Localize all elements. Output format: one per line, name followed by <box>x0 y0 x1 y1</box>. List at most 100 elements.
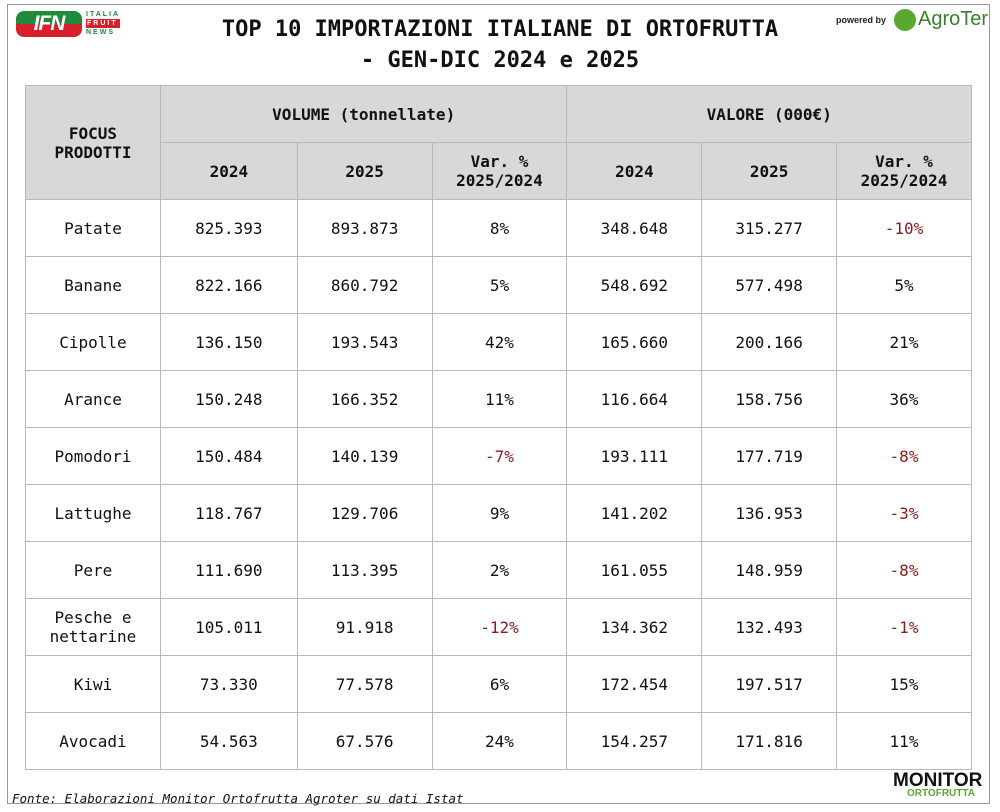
table-row: Avocadi 54.563 67.576 24% 154.257 171.816 11% <box>25 712 972 770</box>
cell-v24: 111.690 <box>159 541 298 599</box>
title-line: - GEN-DIC 2024 e 2025 <box>360 48 640 73</box>
cell-v25: 77.578 <box>296 655 433 713</box>
col-header: Var. % 2025/2024 <box>836 142 972 200</box>
table-row: Banane 822.166 860.792 5% 548.692 577.498 5% <box>25 256 972 314</box>
cell-ev: 15% <box>836 655 972 713</box>
cell-e24: 161.055 <box>566 541 703 599</box>
cell-p: Arance <box>25 370 161 428</box>
powered-by: powered by <box>836 15 887 25</box>
group-value: VALORE (000€) <box>566 85 972 143</box>
cell-v25: 140.139 <box>296 427 433 485</box>
cell-p: Kiwi <box>25 655 161 713</box>
table-row: Lattughe 118.767 129.706 9% 141.202 136.953 -3… <box>25 484 972 542</box>
cell-p: Banane <box>25 256 161 314</box>
table-row: Cipolle 136.150 193.543 42% 165.660 200.166 21… <box>25 313 972 371</box>
cell-ev: 21% <box>836 313 972 371</box>
table-row: Pere 111.690 113.395 2% 161.055 148.959 -8% <box>25 541 972 599</box>
cell-e24: 193.111 <box>566 427 703 485</box>
agroter-logo: AgroTer <box>894 8 988 31</box>
table-row: Pesche e nettarine 105.011 91.918 -12% 134.3… <box>25 598 972 656</box>
cell-v25: 193.543 <box>296 313 433 371</box>
page-title: TOP 10 IMPORTAZIONI ITALIANE DI ORTOFRUT… <box>170 14 830 76</box>
cell-e25: 577.498 <box>701 256 837 314</box>
col-header: 2024 <box>159 142 298 200</box>
cell-p: Pesche e nettarine <box>25 598 161 656</box>
cell-v24: 150.248 <box>159 370 298 428</box>
cell-e24: 154.257 <box>566 712 703 770</box>
cell-ev: -8% <box>836 541 972 599</box>
cell-ev: 36% <box>836 370 972 428</box>
cell-vv: 11% <box>431 370 568 428</box>
cell-v25: 113.395 <box>296 541 433 599</box>
cell-v24: 150.484 <box>159 427 298 485</box>
cell-p: Pomodori <box>25 427 161 485</box>
cell-p: Lattughe <box>25 484 161 542</box>
cell-v25: 91.918 <box>296 598 433 656</box>
monitor-ortofrutta-logo: MONITOR ORTOFRUTTA <box>893 771 982 799</box>
ifn-logo-line: ITALIA <box>86 11 121 18</box>
col-header: 2024 <box>566 142 703 200</box>
cell-v24: 118.767 <box>159 484 298 542</box>
cell-v25: 893.873 <box>296 199 433 257</box>
cell-vv: -7% <box>431 427 568 485</box>
cell-e24: 165.660 <box>566 313 703 371</box>
imports-table: FOCUS PRODOTTI VOLUME (tonnellate) VALOR… <box>25 85 972 770</box>
cell-e25: 171.816 <box>701 712 837 770</box>
cell-e25: 197.517 <box>701 655 837 713</box>
cell-e25: 315.277 <box>701 199 837 257</box>
col-header: Var. % 2025/2024 <box>431 142 568 200</box>
cell-vv: -12% <box>431 598 568 656</box>
col-header: 2025 <box>701 142 837 200</box>
cell-ev: 5% <box>836 256 972 314</box>
cell-ev: -3% <box>836 484 972 542</box>
source-note: Fonte: Elaborazioni Monitor Ortofrutta A… <box>12 791 464 806</box>
col-product: FOCUS PRODOTTI <box>25 85 161 200</box>
table-row: Kiwi 73.330 77.578 6% 172.454 197.517 15% <box>25 655 972 713</box>
tree-icon <box>894 8 916 31</box>
cell-ev: -10% <box>836 199 972 257</box>
cell-ev: -1% <box>836 598 972 656</box>
ifn-logo: IFN ITALIA FRUIT NEWS <box>16 10 121 37</box>
cell-v24: 54.563 <box>159 712 298 770</box>
title-line: TOP 10 IMPORTAZIONI ITALIANE DI ORTOFRUT… <box>221 17 779 42</box>
cell-v25: 129.706 <box>296 484 433 542</box>
cell-v25: 860.792 <box>296 256 433 314</box>
cell-v24: 73.330 <box>159 655 298 713</box>
cell-e24: 348.648 <box>566 199 703 257</box>
cell-v24: 136.150 <box>159 313 298 371</box>
cell-e25: 177.719 <box>701 427 837 485</box>
cell-e24: 141.202 <box>566 484 703 542</box>
cell-p: Pere <box>25 541 161 599</box>
cell-vv: 24% <box>431 712 568 770</box>
table-row: Pomodori 150.484 140.139 -7% 193.111 177.719-… <box>25 427 972 485</box>
cell-vv: 8% <box>431 199 568 257</box>
cell-e24: 116.664 <box>566 370 703 428</box>
cell-p: Cipolle <box>25 313 161 371</box>
ifn-logo-line: NEWS <box>86 29 115 36</box>
cell-v25: 67.576 <box>296 712 433 770</box>
cell-e25: 136.953 <box>701 484 837 542</box>
cell-v24: 822.166 <box>159 256 298 314</box>
cell-e24: 134.362 <box>566 598 703 656</box>
monitor-logo-sub: ORTOFRUTTA <box>907 788 975 799</box>
page-frame <box>7 4 990 804</box>
cell-vv: 6% <box>431 655 568 713</box>
cell-p: Avocadi <box>25 712 161 770</box>
cell-v24: 825.393 <box>159 199 298 257</box>
col-header: 2025 <box>296 142 433 200</box>
cell-vv: 42% <box>431 313 568 371</box>
cell-e24: 172.454 <box>566 655 703 713</box>
cell-e25: 200.166 <box>701 313 837 371</box>
cell-e25: 132.493 <box>701 598 837 656</box>
cell-ev: 11% <box>836 712 972 770</box>
table-row: Arance 150.248 166.352 11% 116.664 158.756 36% <box>25 370 972 428</box>
cell-e24: 548.692 <box>566 256 703 314</box>
cell-ev: -8% <box>836 427 972 485</box>
table-row: Patate 825.393 893.873 8% 348.648 315.277 -10% <box>25 199 972 257</box>
group-volume: VOLUME (tonnellate) <box>159 85 568 143</box>
cell-e25: 158.756 <box>701 370 837 428</box>
cell-e25: 148.959 <box>701 541 837 599</box>
cell-p: Patate <box>25 199 161 257</box>
cell-v24: 105.011 <box>159 598 298 656</box>
agroter-name: AgroTer <box>918 8 989 30</box>
